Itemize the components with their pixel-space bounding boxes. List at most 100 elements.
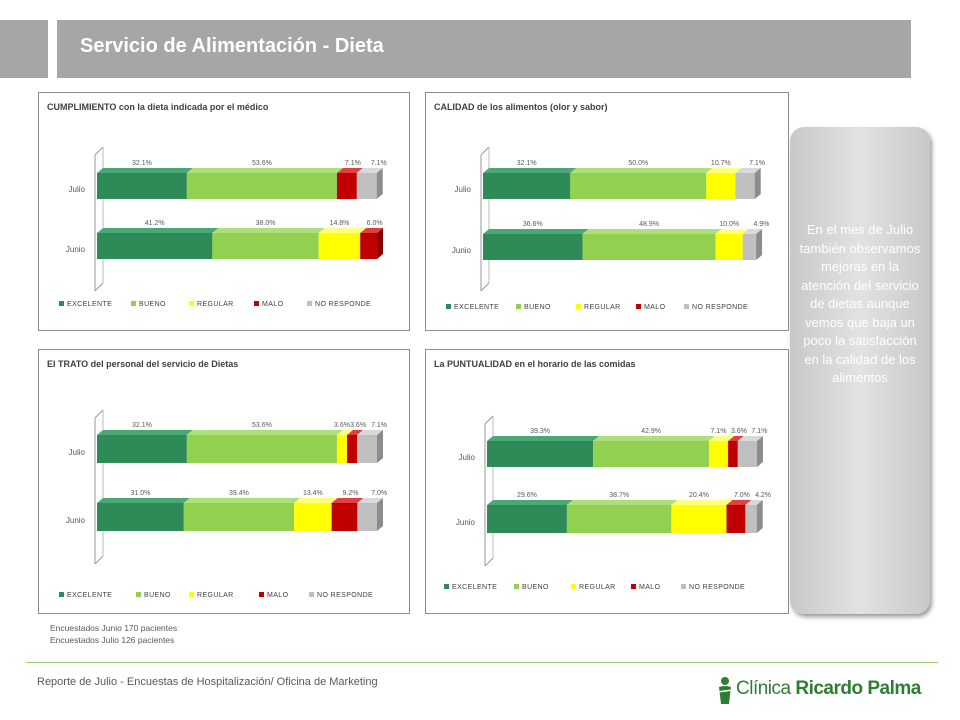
bar-top: [483, 168, 577, 173]
chart-title: CUMPLIMIENTO con la dieta indicada por e…: [47, 102, 269, 112]
bar-segment: [357, 435, 377, 463]
legend-swatch: [446, 304, 451, 309]
axis-line: [484, 557, 494, 567]
legend-swatch: [444, 584, 449, 589]
category-label: Julio: [459, 453, 476, 462]
bar-top: [566, 500, 678, 505]
bar-top: [715, 229, 749, 234]
bar-top: [97, 228, 219, 233]
bar-segment: [726, 505, 746, 533]
data-label: 7.1%: [751, 428, 767, 435]
data-label: 39.3%: [530, 428, 550, 435]
data-label: 48.9%: [639, 221, 659, 228]
legend-label: NO RESPONDE: [689, 584, 745, 591]
legend-label: BUENO: [144, 592, 171, 599]
bar-segment: [742, 234, 757, 260]
data-label: 6.0%: [367, 220, 383, 227]
legend-swatch: [309, 592, 314, 597]
footer-text: Reporte de Julio - Encuestas de Hospital…: [37, 676, 378, 688]
bar-top: [735, 168, 761, 173]
bar-top: [331, 498, 364, 503]
legend-label: EXCELENTE: [67, 592, 112, 599]
data-label: 14.8%: [330, 220, 350, 227]
data-label: 53.6%: [252, 422, 272, 429]
bar-top: [708, 436, 735, 441]
note-julio: Encuestados Julio 126 pacientes: [50, 635, 175, 645]
summary-callout: En el mes de Julio también observamos me…: [790, 127, 930, 614]
data-label: 3.6%: [334, 422, 350, 429]
axis-line: [480, 146, 490, 156]
chart-title: CALIDAD de los alimentos (olor y sabor): [434, 102, 608, 112]
axis-line: [484, 415, 494, 425]
legend-label: NO RESPONDE: [315, 301, 371, 308]
bar-segment: [357, 503, 377, 531]
bar-segment: [715, 234, 743, 260]
bar-segment: [97, 435, 187, 463]
bar-segment: [331, 503, 358, 531]
data-label: 3.6%: [731, 428, 747, 435]
data-label: 32.1%: [132, 422, 152, 429]
data-label: 10.7%: [711, 160, 731, 167]
bar-top: [336, 168, 363, 173]
bar-end-face: [377, 228, 383, 259]
chart-panel-trato: El TRATO del personal del servicio de Di…: [38, 349, 410, 614]
clinic-logo: Clínica Ricardo Palma: [716, 674, 936, 706]
chart-panel-puntualidad: La PUNTUALIDAD en el horario de las comi…: [425, 349, 789, 614]
bar-segment: [356, 173, 377, 199]
bar-end-face: [756, 229, 763, 260]
bar-segment: [566, 505, 672, 533]
note-junio: Encuestados Junio 170 pacientes: [50, 623, 178, 633]
category-label: Julio: [455, 185, 472, 194]
legend-label: MALO: [262, 301, 284, 308]
axis-line: [480, 282, 490, 292]
category-label: Junio: [452, 246, 472, 255]
bar-top: [726, 500, 752, 505]
bar-end-face: [756, 500, 763, 533]
data-label: 10.0%: [719, 221, 739, 228]
bar-top: [336, 430, 354, 435]
bar-top: [570, 168, 713, 173]
bar-top: [582, 229, 722, 234]
legend-swatch: [59, 301, 64, 306]
data-label: 7.1%: [371, 160, 387, 167]
legend-label: REGULAR: [584, 304, 621, 311]
logo-word-name: Ricardo Palma: [795, 678, 921, 699]
bar-top: [483, 229, 589, 234]
bar-top: [294, 498, 338, 503]
chart-panel-calidad: CALIDAD de los alimentos (olor y sabor) …: [425, 92, 789, 331]
legend-swatch: [516, 304, 521, 309]
legend-swatch: [684, 304, 689, 309]
bar-top: [360, 228, 383, 233]
chart-title: El TRATO del personal del servicio de Di…: [47, 359, 239, 369]
data-label: 7.1%: [371, 422, 387, 429]
bar-top: [487, 500, 573, 505]
legend-swatch: [514, 584, 519, 589]
legend-label: NO RESPONDE: [317, 592, 373, 599]
header-accent-block: [0, 20, 48, 78]
bar-end-face: [757, 436, 763, 467]
bar-top: [593, 436, 715, 441]
legend-swatch: [189, 301, 194, 306]
legend-swatch: [59, 592, 64, 597]
legend-label: BUENO: [524, 304, 551, 311]
bar-segment: [97, 503, 184, 531]
legend-swatch: [131, 301, 136, 306]
bar-segment: [483, 173, 571, 199]
bar-segment: [671, 505, 727, 533]
page-title: Servicio de Alimentación - Dieta: [80, 35, 384, 57]
logo-word-clinica: Clínica: [736, 678, 791, 699]
bar-top: [737, 436, 763, 441]
data-label: 4.2%: [755, 492, 771, 499]
bar-top: [318, 228, 367, 233]
puntualidad-chart: Julio 39.3% 42.9% 7.1% 3.6% 7.1% Junio 29.6% 38.…: [444, 415, 771, 591]
bar-top: [487, 436, 600, 441]
data-label: 7.1%: [749, 160, 765, 167]
bar-segment: [735, 173, 755, 199]
bar-top: [745, 500, 763, 505]
bar-top: [357, 430, 383, 435]
legend-label: EXCELENTE: [454, 304, 499, 311]
bar-top: [97, 430, 193, 435]
legend-swatch: [136, 592, 141, 597]
category-label: Julio: [69, 448, 86, 457]
bar-top: [212, 228, 325, 233]
